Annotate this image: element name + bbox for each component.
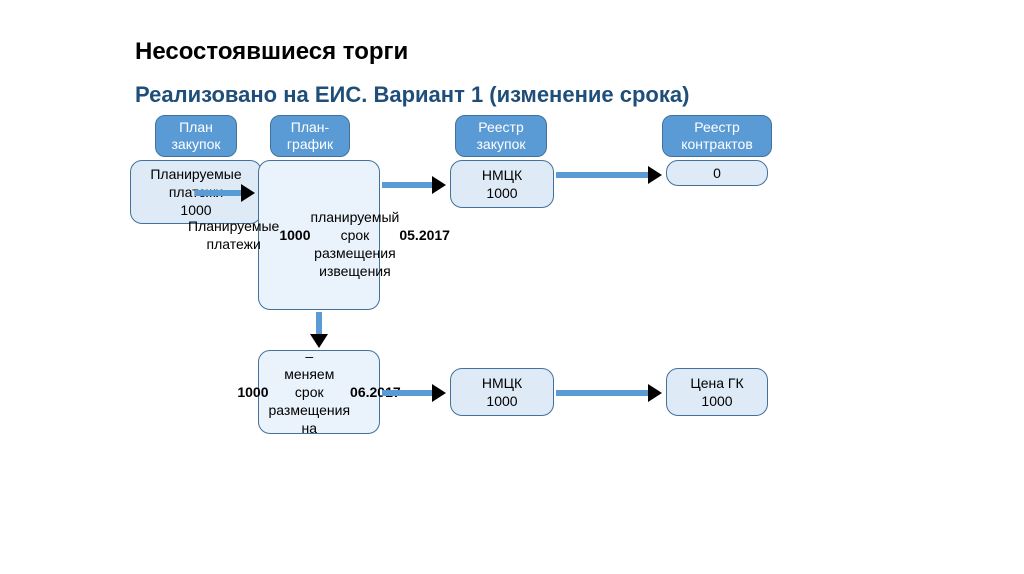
page-subtitle: Реализовано на ЕИС. Вариант 1 (изменение…	[135, 82, 689, 108]
header-plan-grafik: План-график	[270, 115, 350, 157]
arrow-5	[382, 388, 446, 398]
header-reestr-zakupok: Реестрзакупок	[455, 115, 547, 157]
arrow-3	[556, 170, 662, 180]
box-nmck-1: НМЦК1000	[450, 160, 554, 208]
arrow-1	[195, 188, 255, 198]
arrow-4	[314, 312, 324, 348]
box-cena-gk: Цена ГК1000	[666, 368, 768, 416]
arrow-2	[382, 180, 446, 190]
box-planiruemye-platezhi-2: Планируемыеплатежи 1000планируемыйсрокра…	[258, 160, 380, 310]
arrow-6	[556, 388, 662, 398]
header-plan-zakupok: Планзакупок	[155, 115, 237, 157]
box-nmck-2: НМЦК1000	[450, 368, 554, 416]
box-zero: 0	[666, 160, 768, 186]
box-menyaem-srok: 1000 –меняем срокразмещенияна 06.2017	[258, 350, 380, 434]
page-title: Несостоявшиеся торги	[135, 38, 408, 66]
header-reestr-kontraktov: Реестрконтрактов	[662, 115, 772, 157]
